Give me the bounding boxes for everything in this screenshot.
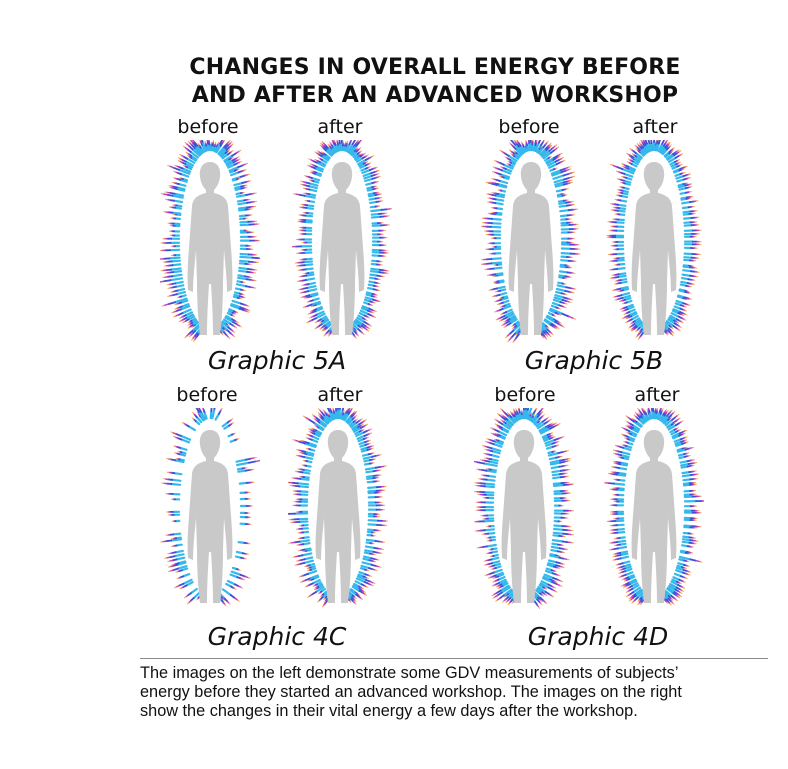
caption-line-1: The images on the left demonstrate some …	[140, 664, 679, 682]
chart-title: CHANGES IN OVERALL ENERGY BEFORE AND AFT…	[150, 54, 720, 110]
graphic-label-5b: Graphic 5B	[524, 346, 664, 375]
title-line-2: AND AFTER AN ADVANCED WORKSHOP	[191, 83, 679, 108]
graphic-label-5a: Graphic 5A	[207, 346, 347, 375]
label-before-4c: before	[176, 384, 238, 406]
label-after-5b: after	[632, 116, 678, 138]
aura-figure-5b-after	[604, 140, 704, 345]
label-after-5a: after	[317, 116, 363, 138]
aura-figure-5a-after	[292, 140, 392, 345]
caption: The images on the left demonstrate some …	[140, 664, 780, 721]
aura-figure-4c-before	[160, 408, 260, 613]
graphic-label-4d: Graphic 4D	[527, 622, 669, 651]
label-before-5b: before	[498, 116, 560, 138]
aura-figure-4c-after	[288, 408, 388, 613]
aura-figure-5a-before	[160, 140, 260, 345]
aura-figure-4d-before	[474, 408, 574, 613]
label-after-4d: after	[634, 384, 680, 406]
aura-figure-4d-after	[604, 408, 704, 613]
graphic-label-4c: Graphic 4C	[207, 622, 347, 651]
label-before-5a: before	[177, 116, 239, 138]
aura-figure-5b-before	[481, 140, 581, 345]
divider-line	[140, 658, 768, 659]
caption-line-2: energy before they started an advanced w…	[140, 683, 682, 701]
title-line-1: CHANGES IN OVERALL ENERGY BEFORE	[189, 55, 681, 80]
caption-line-3: show the changes in their vital energy a…	[140, 702, 638, 720]
label-after-4c: after	[317, 384, 363, 406]
label-before-4d: before	[494, 384, 556, 406]
